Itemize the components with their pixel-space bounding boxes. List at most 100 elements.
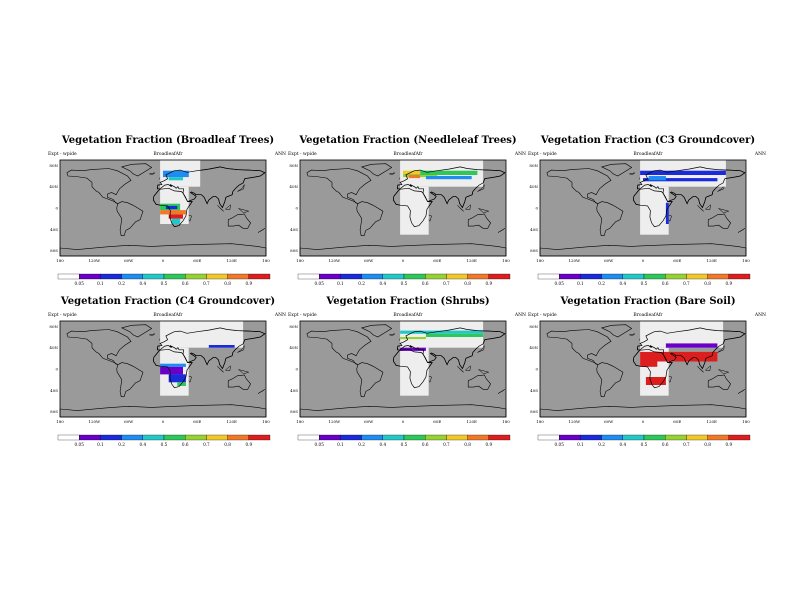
vegetation-cell	[640, 186, 669, 235]
colorbar-swatch	[79, 273, 101, 280]
island	[217, 205, 224, 212]
colorbar-label: 0.1	[337, 281, 344, 286]
map-frame	[59, 159, 267, 257]
lon-tick-label: 180	[502, 419, 510, 424]
lon-tick-label: 120E	[226, 419, 237, 424]
experiment-label: Expt - wpide	[48, 313, 77, 318]
lat-tick-label: 40N	[529, 345, 538, 350]
colorbar-label: 0.8	[464, 281, 471, 286]
colorbar-label: 0.9	[485, 442, 492, 447]
continent-northamerica	[66, 329, 132, 365]
colorbar-swatch	[142, 273, 165, 280]
island	[149, 333, 156, 336]
colorbar-label: 0.05	[555, 442, 565, 447]
continent-northamerica	[306, 168, 372, 204]
lon-tick-label: 60W	[604, 419, 614, 424]
lat-tick-label: 40N	[49, 345, 58, 350]
colorbar-label: 0.2	[358, 442, 365, 447]
colorbar-swatch	[728, 434, 751, 441]
colorbar-label: 0.05	[75, 281, 85, 286]
panel-title: Vegetation Fraction (Broadleaf Trees)	[61, 135, 275, 146]
vegetation-cell	[403, 173, 438, 178]
colorbar-label: 0.4	[619, 442, 626, 447]
colorbar-swatch	[121, 273, 143, 280]
colorbar-label: 0.4	[139, 281, 146, 286]
lon-tick-label: 120W	[328, 419, 341, 424]
lat-tick-label: 40S	[290, 388, 298, 393]
continent-australia	[707, 374, 731, 390]
colorbar-swatch	[643, 273, 666, 280]
lon-tick-label: 0	[162, 419, 165, 424]
case-label: BroadleafAfr	[393, 313, 423, 318]
colorbar-label: 0.6	[422, 281, 429, 286]
vegetation-cell	[160, 321, 244, 348]
lon-tick-label: 60W	[364, 258, 374, 263]
world-map: 80N 40N 0 40S 80S 180 120W 60W 0 60E 120E 180	[49, 320, 270, 424]
island	[149, 172, 156, 175]
colorbar-label: 0.8	[704, 442, 711, 447]
colorbar-swatch	[382, 434, 405, 441]
colorbar-swatch	[206, 273, 228, 280]
colorbar-swatch	[57, 434, 80, 441]
experiment-label: Expt - wpide	[288, 313, 317, 318]
case-label: BroadleafAfr	[393, 152, 423, 157]
vegetation-cell	[420, 170, 478, 175]
colorbar-swatch	[403, 434, 426, 441]
island	[478, 208, 490, 214]
coastline-eurasia	[396, 327, 506, 370]
island	[224, 204, 231, 210]
island	[629, 333, 636, 336]
colorbar-swatch	[686, 434, 708, 441]
panel-title: Vegetation Fraction (Needleleaf Trees)	[299, 135, 517, 146]
panel-c4-groundcover: Vegetation Fraction (C4 Groundcover) Exp…	[48, 296, 288, 456]
continent-greenland	[360, 163, 393, 177]
season-label: ANN	[754, 152, 766, 157]
colorbar-swatch	[728, 273, 751, 280]
lon-tick-label: 120E	[466, 258, 477, 263]
continent-northamerica	[546, 329, 612, 365]
colorbar-label: 0.6	[422, 442, 429, 447]
colorbar-swatch	[227, 434, 249, 441]
colorbar-label: 0.8	[224, 281, 231, 286]
continent-northamerica	[306, 329, 372, 365]
coastline-africa	[152, 348, 193, 389]
lon-tick-label: 0	[642, 258, 645, 263]
island	[237, 184, 245, 192]
panel-title: Vegetation Fraction (C3 Groundcover)	[540, 135, 756, 146]
vegetation-cell	[160, 366, 183, 375]
island	[238, 208, 250, 214]
colorbar-label: 0.8	[224, 442, 231, 447]
map-frame	[299, 159, 507, 257]
lon-tick-label: 0	[642, 419, 645, 424]
island	[457, 366, 464, 373]
vegetation-cell	[665, 343, 718, 348]
island	[237, 345, 245, 353]
colorbar-label: 0.6	[182, 281, 189, 286]
colorbar-label: 0.1	[337, 442, 344, 447]
colorbar-label: 0.9	[245, 442, 252, 447]
vegetation-cell	[160, 363, 186, 367]
case-label: BroadleafAfr	[153, 152, 183, 157]
lat-tick-label: 80S	[50, 409, 58, 414]
lat-tick-label: 40N	[529, 184, 538, 189]
lat-tick-label: 40S	[290, 227, 298, 232]
colorbar-label: 0.9	[725, 442, 732, 447]
lon-tick-label: 0	[402, 419, 405, 424]
map-frame	[59, 320, 267, 418]
continent-greenland	[600, 324, 633, 338]
colorbar-swatch	[537, 434, 560, 441]
lat-tick-label: 0	[55, 367, 58, 372]
lon-tick-label: 180	[742, 419, 750, 424]
continent-australia	[467, 374, 491, 390]
vegetation-cell	[425, 176, 472, 180]
colorbar-label: 0.6	[182, 442, 189, 447]
vegetation-cell	[648, 176, 666, 181]
continent-northamerica	[66, 168, 132, 204]
colorbar-label: 0.4	[139, 442, 146, 447]
coastline-eurasia	[156, 166, 266, 209]
colorbar-swatch	[361, 434, 383, 441]
island	[257, 389, 266, 394]
world-map: 80N 40N 0 40S 80S 180 120W 60W 0 60E 120E 180	[289, 159, 510, 263]
panel-title: Vegetation Fraction (Shrubs)	[326, 296, 490, 307]
continent-northamerica	[546, 168, 612, 204]
